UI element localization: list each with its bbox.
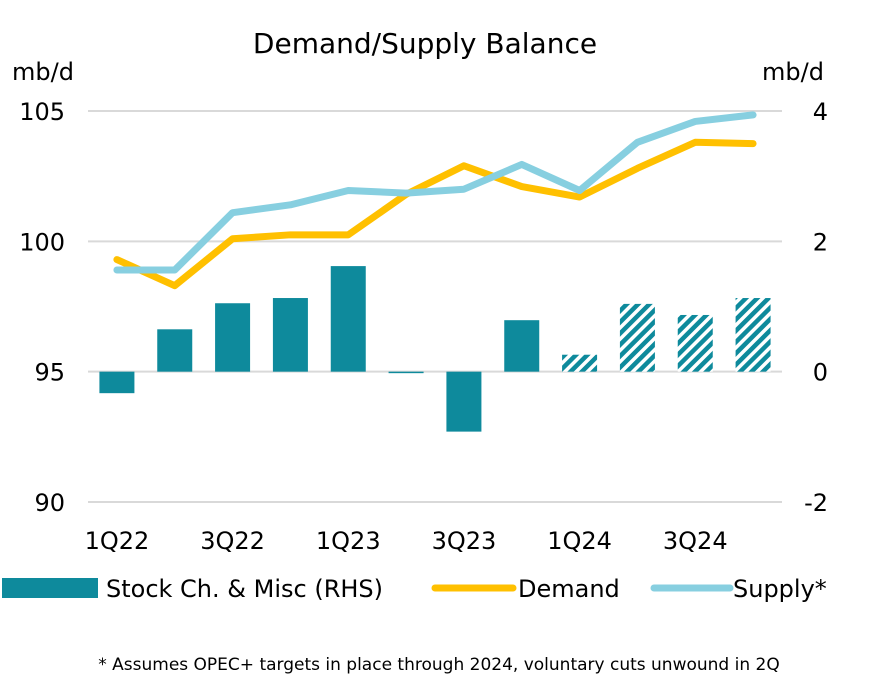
right-axis-ticks: 4 2 0 -2 (804, 98, 828, 517)
legend-label-stock-change: Stock Ch. & Misc (RHS) (106, 575, 383, 603)
bar-1Q24 (562, 354, 598, 372)
bar-3Q23 (446, 371, 482, 432)
bar-3Q24 (677, 314, 713, 372)
line-supply (113, 111, 757, 274)
bar-2Q24 (619, 303, 655, 372)
bar-1Q22 (99, 371, 135, 394)
right-tick-label: -2 (804, 489, 828, 517)
left-tick-label: 100 (19, 228, 65, 256)
legend: Stock Ch. & Misc (RHS) Demand Supply* (2, 575, 827, 603)
left-axis-unit: mb/d (12, 58, 74, 86)
bar-2Q22 (157, 329, 193, 372)
right-tick-label: 2 (813, 228, 828, 256)
legend-label-supply: Supply* (733, 575, 827, 603)
series-lines (113, 111, 757, 290)
left-axis-ticks: 105 100 95 90 (19, 98, 65, 517)
category-label: 3Q23 (432, 527, 497, 555)
category-label: 1Q23 (316, 527, 381, 555)
category-labels: 1Q22 3Q22 1Q23 3Q23 1Q24 3Q24 (85, 527, 728, 555)
legend-swatch-stock-change (2, 578, 98, 598)
stock-change-bars (99, 266, 771, 432)
right-tick-label: 0 (813, 359, 828, 387)
bar-3Q22 (215, 303, 251, 372)
left-tick-label: 105 (19, 98, 65, 126)
bar-1Q23 (330, 266, 366, 372)
category-label: 1Q24 (547, 527, 612, 555)
bar-4Q24 (735, 298, 771, 372)
category-label: 1Q22 (85, 527, 150, 555)
left-tick-label: 95 (34, 359, 65, 387)
bar-4Q22 (272, 298, 308, 372)
chart-title: Demand/Supply Balance (253, 27, 597, 60)
gridlines (88, 110, 782, 503)
legend-label-demand: Demand (518, 575, 620, 603)
right-tick-label: 4 (813, 98, 828, 126)
footnote: * Assumes OPEC+ targets in place through… (98, 655, 779, 675)
line-demand (113, 138, 757, 290)
category-label: 3Q24 (663, 527, 728, 555)
bar-4Q23 (504, 320, 540, 372)
category-label: 3Q22 (200, 527, 265, 555)
left-tick-label: 90 (34, 489, 65, 517)
right-axis-unit: mb/d (762, 58, 824, 86)
bar-2Q23 (388, 371, 424, 374)
